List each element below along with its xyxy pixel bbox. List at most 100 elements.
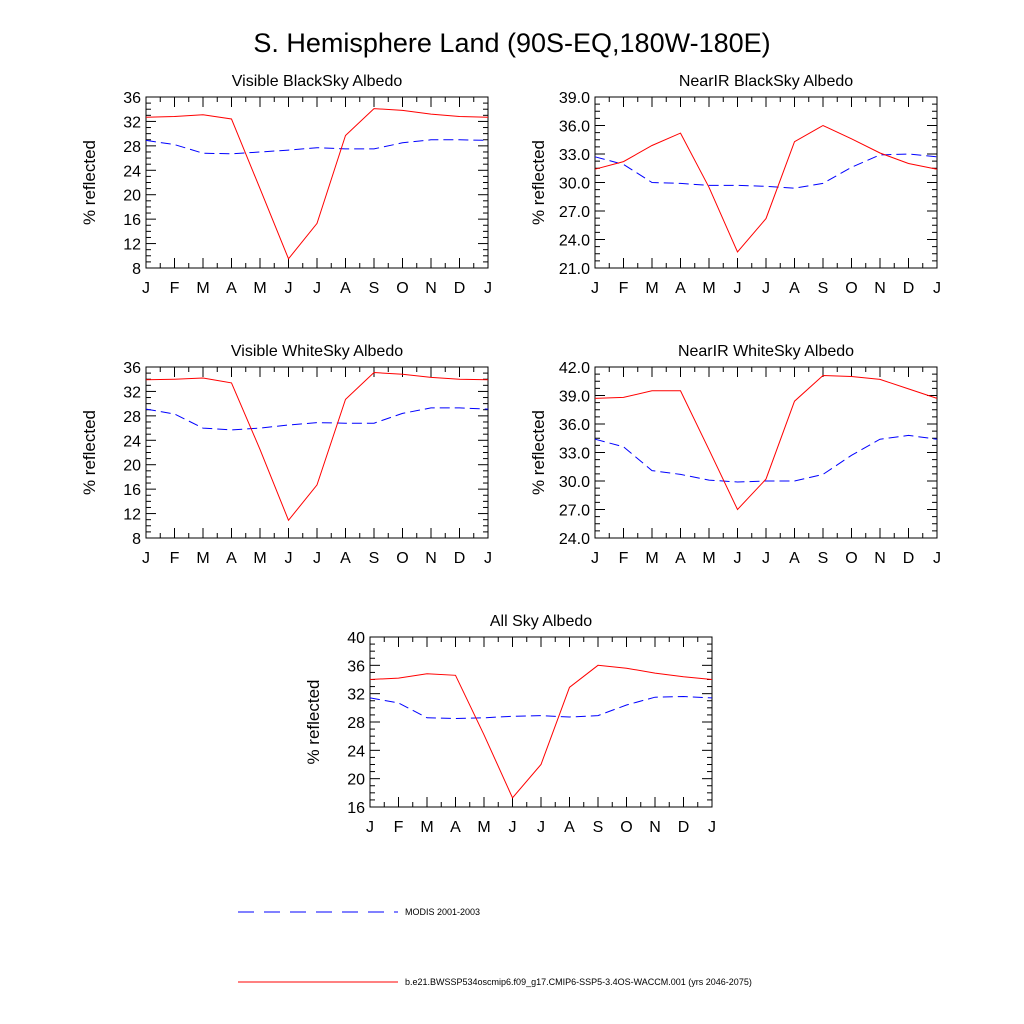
- x-tick-label: J: [484, 550, 492, 567]
- figure-title: S. Hemisphere Land (90S-EQ,180W-180E): [253, 28, 770, 58]
- x-tick-label: S: [369, 550, 380, 567]
- y-tick-label: 28: [123, 139, 141, 156]
- y-tick-label: 28: [123, 409, 141, 426]
- y-tick-label: 36.0: [559, 417, 590, 434]
- y-tick-label: 40: [347, 630, 365, 647]
- y-tick-label: 12: [123, 237, 141, 254]
- x-tick-label: M: [196, 550, 209, 567]
- x-tick-label: A: [564, 819, 575, 836]
- y-axis-label: % reflected: [529, 140, 548, 225]
- x-tick-label: F: [619, 280, 629, 297]
- y-tick-label: 33.0: [559, 147, 590, 164]
- plot-frame: [594, 96, 938, 269]
- x-tick-label: S: [593, 819, 604, 836]
- x-tick-label: D: [903, 280, 915, 297]
- x-tick-label: M: [253, 550, 266, 567]
- y-tick-label: 12: [123, 507, 141, 524]
- x-tick-label: M: [702, 550, 715, 567]
- y-tick-label: 36: [123, 90, 141, 107]
- panel-title: Visible WhiteSky Albedo: [231, 343, 403, 360]
- y-tick-label: 24: [347, 743, 365, 760]
- x-tick-label: N: [874, 280, 886, 297]
- x-tick-label: N: [874, 550, 886, 567]
- y-axis-label: % reflected: [304, 679, 323, 764]
- x-tick-label: J: [762, 280, 770, 297]
- legend-label-model: b.e21.BWSSP534oscmip6.f09_g17.CMIP6-SSP5…: [405, 977, 752, 987]
- y-tick-label: 28: [347, 715, 365, 732]
- y-tick-label: 33.0: [559, 446, 590, 463]
- y-tick-label: 32: [347, 687, 365, 704]
- x-tick-label: N: [425, 550, 437, 567]
- x-tick-label: J: [933, 550, 941, 567]
- y-tick-label: 32: [123, 384, 141, 401]
- x-tick-label: A: [450, 819, 461, 836]
- y-tick-label: 32: [123, 114, 141, 131]
- x-tick-label: O: [396, 550, 408, 567]
- series-line-modis: [145, 407, 489, 431]
- x-tick-label: F: [170, 280, 180, 297]
- series-line-model: [145, 108, 489, 260]
- x-tick-label: O: [845, 550, 857, 567]
- x-tick-label: M: [645, 280, 658, 297]
- x-tick-label: J: [591, 550, 599, 567]
- x-tick-label: M: [196, 280, 209, 297]
- series-line-model: [145, 371, 489, 522]
- y-tick-label: 16: [347, 800, 365, 817]
- x-tick-label: J: [142, 280, 150, 297]
- x-tick-label: J: [708, 819, 716, 836]
- y-tick-label: 16: [123, 212, 141, 229]
- y-axis-label: % reflected: [529, 410, 548, 495]
- x-tick-label: D: [454, 550, 466, 567]
- x-tick-label: M: [420, 819, 433, 836]
- x-tick-label: D: [454, 280, 466, 297]
- x-tick-label: J: [537, 819, 545, 836]
- panel-title: NearIR BlackSky Albedo: [679, 73, 853, 90]
- y-tick-label: 30.0: [559, 474, 590, 491]
- x-tick-label: S: [818, 550, 829, 567]
- y-tick-label: 36: [347, 658, 365, 675]
- x-tick-label: S: [369, 280, 380, 297]
- y-tick-label: 20: [123, 458, 141, 475]
- plot-frame: [369, 636, 713, 808]
- x-tick-label: M: [702, 280, 715, 297]
- series-line-model: [369, 664, 713, 799]
- x-tick-label: J: [142, 550, 150, 567]
- series-line-model: [594, 124, 938, 253]
- plot-frame: [145, 96, 489, 269]
- x-tick-label: F: [619, 550, 629, 567]
- x-tick-label: J: [313, 550, 321, 567]
- y-tick-label: 21.0: [559, 261, 590, 278]
- x-tick-label: A: [789, 550, 800, 567]
- legend-label-modis: MODIS 2001-2003: [405, 907, 480, 917]
- series-line-modis: [594, 153, 938, 189]
- series-line-modis: [369, 695, 713, 720]
- y-tick-label: 24.0: [559, 233, 590, 250]
- series-line-model: [594, 374, 938, 511]
- y-tick-label: 36: [123, 360, 141, 377]
- plot-frame: [594, 366, 938, 539]
- y-tick-label: 27.0: [559, 204, 590, 221]
- x-tick-label: A: [340, 280, 351, 297]
- plot-frame: [145, 366, 489, 539]
- x-tick-label: M: [477, 819, 490, 836]
- panel-title: Visible BlackSky Albedo: [232, 73, 403, 90]
- x-tick-label: J: [734, 550, 742, 567]
- x-tick-label: A: [226, 280, 237, 297]
- y-tick-label: 27.0: [559, 503, 590, 520]
- x-tick-label: J: [285, 280, 293, 297]
- x-tick-label: A: [226, 550, 237, 567]
- y-tick-label: 16: [123, 482, 141, 499]
- y-tick-label: 42.0: [559, 360, 590, 377]
- y-tick-label: 20: [123, 188, 141, 205]
- x-tick-label: J: [509, 819, 517, 836]
- y-tick-label: 36.0: [559, 119, 590, 136]
- series-line-modis: [594, 434, 938, 483]
- x-tick-label: A: [340, 550, 351, 567]
- x-tick-label: O: [620, 819, 632, 836]
- y-tick-label: 8: [132, 531, 141, 548]
- y-tick-label: 30.0: [559, 176, 590, 193]
